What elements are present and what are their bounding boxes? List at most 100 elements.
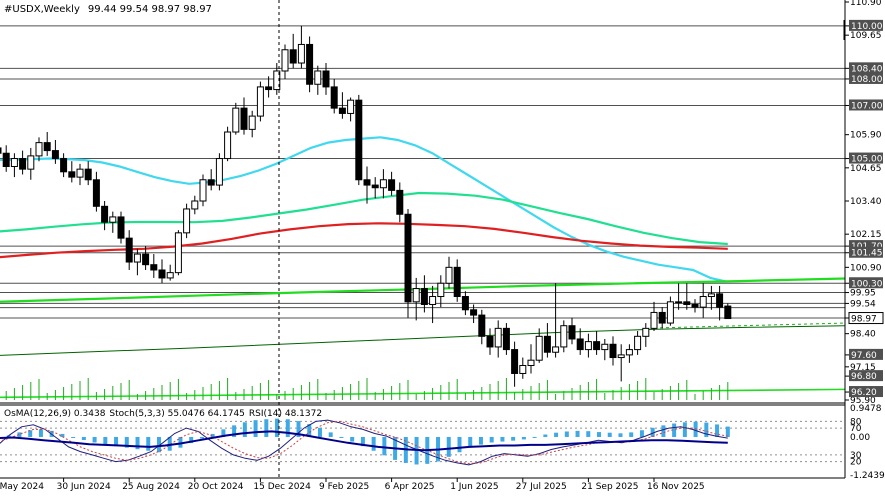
moving-average-line (0, 136, 729, 283)
candle-body (199, 179, 207, 202)
candle-body (642, 327, 650, 337)
time-tick-label: 20 Oct 2024 (188, 482, 244, 492)
osma-bar (371, 436, 376, 451)
candle-body (593, 341, 601, 351)
candle-body (486, 335, 494, 348)
osma-bar (124, 436, 129, 448)
candle-body (43, 142, 51, 152)
candle-body (675, 301, 683, 304)
stoch-main-line (0, 419, 728, 466)
osma-bar (704, 422, 709, 437)
osma-bar (682, 422, 687, 437)
level-label: 96.20 (851, 388, 877, 398)
osma-bar (210, 433, 215, 437)
osma-bar (339, 436, 344, 438)
indicator-tick-label: -1.2439 (850, 471, 885, 481)
time-tick-label: 25 Aug 2024 (122, 482, 180, 492)
level-label-box (849, 277, 883, 289)
candle-body (338, 107, 346, 114)
osma-bar (296, 421, 301, 437)
candle-body (478, 314, 486, 337)
time-tick-label: 15 Dec 2024 (253, 482, 311, 492)
current-price-label: 98.97 (851, 315, 877, 325)
candle-body (174, 232, 182, 274)
osma-bar (478, 436, 483, 445)
time-tick-label: 9 Feb 2025 (319, 482, 369, 492)
osma-bar (221, 429, 226, 437)
candle-body (511, 349, 519, 374)
candle-body (445, 266, 453, 284)
price-tick-label: 99.95 (850, 289, 876, 299)
candle-body (109, 216, 117, 223)
candle-body (60, 158, 68, 173)
osma-bar (285, 419, 290, 437)
osma-bar (199, 436, 204, 439)
level-label: 96.80 (851, 372, 877, 382)
indicator-tick-label: 70 (850, 424, 862, 434)
osma-bar (146, 436, 151, 451)
osma-bar (156, 436, 161, 453)
candle-body (584, 341, 592, 351)
osma-bar (629, 432, 634, 437)
candle-body (207, 179, 215, 186)
osma-bar (92, 436, 97, 443)
candle-body (601, 343, 609, 351)
candle-body (470, 309, 478, 316)
candle-body (568, 325, 576, 340)
indicator-pane (0, 418, 845, 466)
osma-bar (575, 430, 580, 437)
candle-body (576, 338, 584, 351)
candle-body (535, 335, 543, 361)
candle-body (707, 293, 715, 298)
candle-body (650, 311, 658, 329)
candle-body (330, 86, 338, 109)
osma-bar (81, 436, 86, 441)
candle-body (265, 86, 273, 91)
stoch-label: Stoch(5,3,3) 55.0476 64.1745 (109, 409, 244, 419)
candle-body (224, 131, 232, 160)
level-label: 101.45 (851, 249, 883, 259)
moving-average-line (0, 325, 846, 356)
level-label-box (849, 246, 883, 258)
osma-bar (554, 432, 559, 437)
candle-body (183, 208, 191, 234)
chart-ohlc: 99.44 99.54 98.97 98.97 (88, 4, 212, 15)
osma-bar (468, 436, 473, 448)
candle-body (314, 70, 322, 85)
candle-body (166, 272, 174, 279)
candle-body (117, 216, 125, 239)
indicator-tick-label: 30 (850, 451, 862, 461)
candle-body (248, 115, 256, 130)
osma-bar (618, 433, 623, 437)
candle-body (699, 296, 707, 308)
osma-bar (264, 419, 269, 437)
osma-bar (639, 430, 644, 437)
candle-body (724, 305, 732, 320)
price-tick-label: 104.65 (850, 164, 882, 174)
volume-layer (5, 378, 729, 400)
osma-label: OsMA(12,26,9) 0.3438 (4, 409, 106, 419)
level-label-box (849, 348, 883, 360)
price-tick-label: 110.90 (850, 0, 882, 8)
osma-bar (317, 427, 322, 437)
level-label: 97.60 (851, 351, 877, 361)
osma-bar (457, 436, 462, 453)
time-tick-label: 6 Apr 2025 (385, 482, 435, 492)
osma-bar (500, 436, 505, 442)
osma-bar (360, 436, 365, 447)
candle-body (716, 293, 724, 308)
time-tick-label: 16 Nov 2025 (647, 482, 705, 492)
candle-body (2, 152, 10, 168)
osma-bar (275, 418, 280, 437)
candle-body (347, 99, 355, 114)
symbol-title: #USDX,Weekly 99.44 99.54 98.97 98.97 (4, 4, 212, 15)
time-tick-label: 30 Jun 2024 (57, 482, 111, 492)
candle-body (297, 43, 305, 64)
candle-body (494, 327, 502, 348)
time-tick-label: 27 Jul 2025 (516, 482, 567, 492)
level-label: 100.30 (851, 279, 883, 289)
candle-body (388, 179, 396, 191)
candle-body (543, 335, 551, 353)
